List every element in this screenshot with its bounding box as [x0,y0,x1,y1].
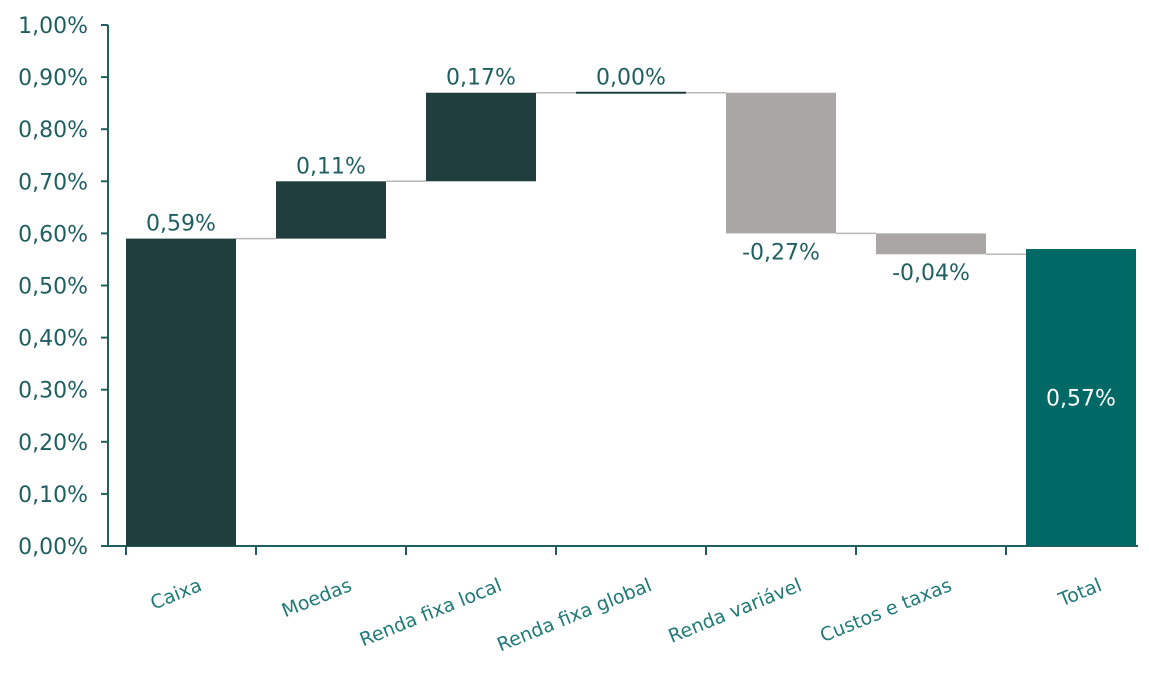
data-label: 0,57% [1046,387,1116,412]
y-tick-label: 0,90% [18,66,88,91]
y-tick-label: 0,00% [18,535,88,560]
y-tick-label: 0,10% [18,483,88,508]
bars [126,91,1136,547]
x-category-label: Custos e taxas [817,574,955,647]
y-tick-label: 0,40% [18,327,88,352]
y-tick-label: 0,30% [18,379,88,404]
bar [726,92,836,234]
bar [876,233,986,255]
y-tick-label: 0,50% [18,275,88,300]
bar [276,181,386,239]
y-tick-label: 0,60% [18,222,88,247]
y-tick-label: 1,00% [18,14,88,39]
data-label: 0,59% [146,212,216,237]
data-label: -0,27% [742,240,820,265]
x-category-label: Renda fixa local [357,574,505,651]
data-label: 0,00% [596,66,666,91]
x-category-label: Caixa [147,574,204,614]
x-category-label: Renda fixa global [494,574,655,656]
bar [126,238,236,547]
connector-lines [236,91,1026,255]
y-tick-label: 0,70% [18,170,88,195]
data-label: -0,04% [892,261,970,286]
bar [576,91,686,94]
bar [1026,249,1136,546]
data-label: 0,11% [296,154,366,179]
x-category-label: Total [1055,574,1105,611]
data-label: 0,17% [446,66,516,91]
data-labels: 0,59% 0,11% 0,17% 0,00% -0,27% -0,04% 0,57% [146,66,1116,412]
bar [426,92,536,182]
y-tick-label: 0,80% [18,118,88,143]
y-axis: 0,00% 0,10% 0,20% 0,30% 0,40% 0,50% 0,60% 0,70%… [18,14,109,560]
x-category-label: Moedas [279,574,355,622]
x-category-label: Renda variável [665,574,805,647]
y-tick-label: 0,20% [18,431,88,456]
